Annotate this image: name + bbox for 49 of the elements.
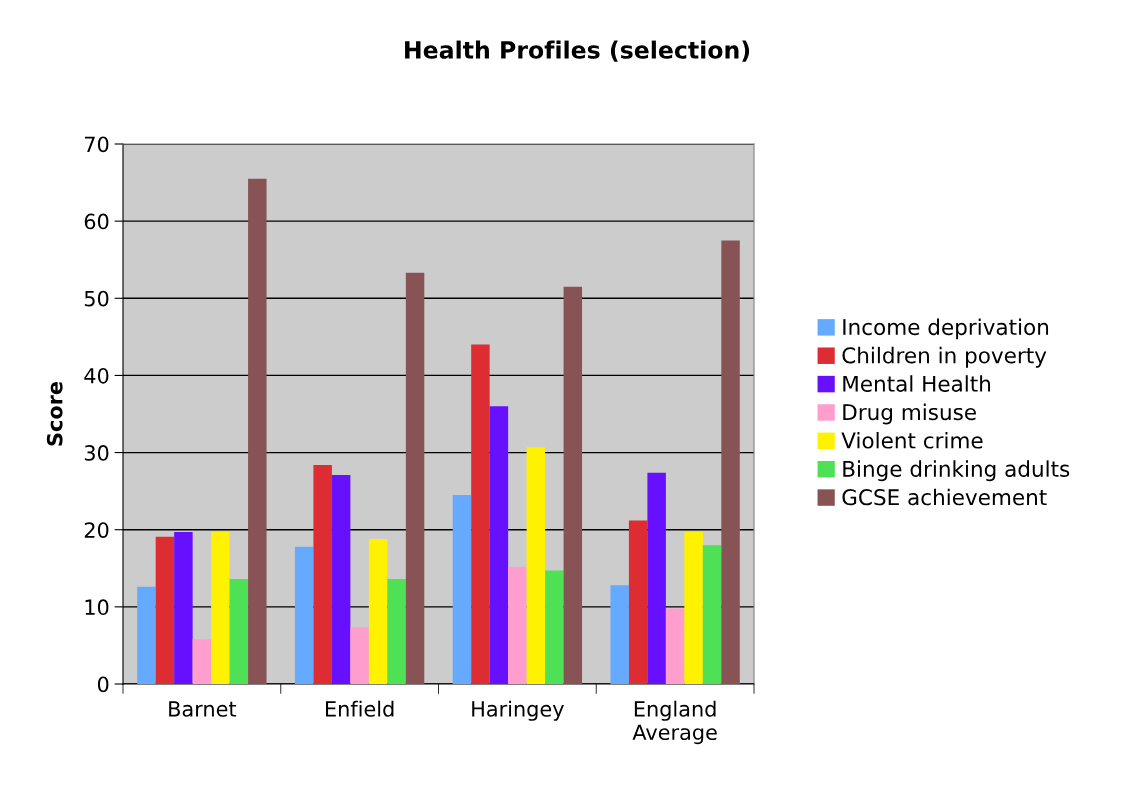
y-tick-label: 50 xyxy=(84,290,109,307)
bar xyxy=(526,447,546,684)
y-tick-label: 40 xyxy=(84,367,109,384)
bar xyxy=(721,240,740,684)
bar xyxy=(211,532,230,684)
y-tick-label: 70 xyxy=(85,136,109,153)
x-tick-label: Haringey xyxy=(472,700,564,721)
bar xyxy=(350,626,369,684)
legend-label: Drug misuse xyxy=(843,403,976,425)
bar xyxy=(174,532,193,684)
x-tick-label: Enfield xyxy=(326,700,394,717)
bar xyxy=(137,586,156,684)
x-tick-label: Barnet xyxy=(169,701,237,717)
x-tick-label: England Average xyxy=(632,700,717,745)
bar xyxy=(545,570,564,684)
y-tick-label: 20 xyxy=(84,522,109,538)
bar xyxy=(331,474,351,684)
bar xyxy=(248,178,267,684)
y-axis-title: Score xyxy=(46,381,63,446)
bar xyxy=(155,536,175,684)
legend-label: Violent crime xyxy=(841,431,983,449)
bar xyxy=(628,520,648,684)
bar xyxy=(192,639,212,684)
bar xyxy=(313,464,332,684)
y-tick-label: 10 xyxy=(85,599,109,616)
legend-label: Binge drinking adults xyxy=(843,460,1070,482)
bar xyxy=(489,406,509,684)
legend-label: Children in poverty xyxy=(842,346,1047,368)
y-tick-label: 30 xyxy=(84,445,109,461)
bar xyxy=(563,286,583,684)
bar xyxy=(229,579,249,684)
legend-label: Mental Health xyxy=(843,375,991,392)
legend-label: Income deprivation xyxy=(843,318,1049,340)
bar xyxy=(665,608,685,684)
bar xyxy=(647,472,666,684)
y-tick-label: 60 xyxy=(84,213,109,230)
bar xyxy=(702,545,722,684)
bar xyxy=(368,538,388,684)
chart-title: Health Profiles (selection) xyxy=(405,40,750,62)
bar xyxy=(405,272,425,684)
bar xyxy=(508,566,527,684)
bar xyxy=(452,495,472,684)
bar xyxy=(387,579,406,684)
bar xyxy=(610,585,629,684)
legend-label: GCSE achievement xyxy=(842,488,1047,506)
bar xyxy=(471,344,490,684)
bar xyxy=(684,532,703,684)
bar xyxy=(294,546,314,684)
y-tick-label: 0 xyxy=(97,676,109,693)
